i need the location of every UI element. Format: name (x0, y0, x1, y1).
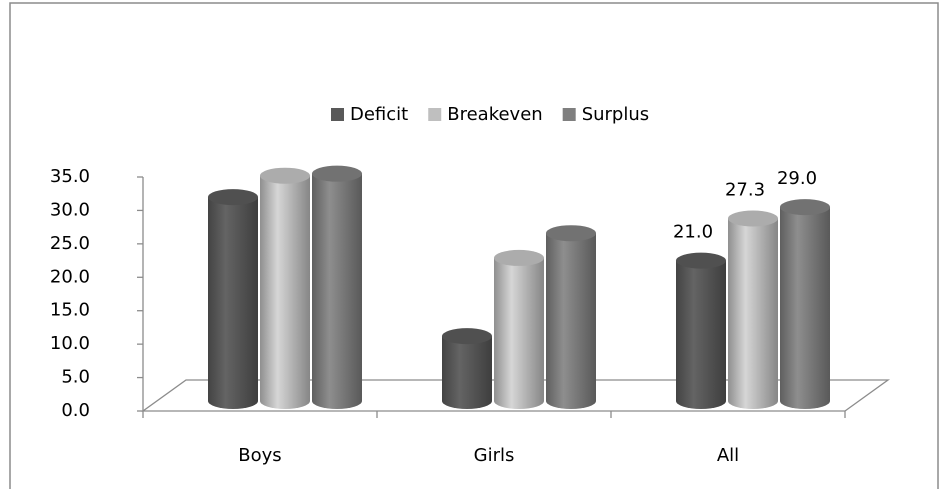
legend-swatch (331, 108, 344, 121)
legend-label: Breakeven (447, 104, 542, 125)
y-tick-label: 0.0 (61, 400, 90, 421)
legend-swatch (428, 108, 442, 121)
cylinder-top (260, 167, 310, 184)
legend-swatch (562, 108, 576, 121)
cylinder (780, 207, 830, 409)
cylinder-top (312, 165, 362, 182)
cylinder (442, 336, 492, 409)
cylinder-top (208, 189, 258, 206)
legend-label: Deficit (350, 104, 408, 125)
cylinder (260, 175, 310, 409)
y-tick-label: 20.0 (50, 266, 90, 287)
x-tick-label: Girls (474, 445, 515, 466)
y-tick-label: 10.0 (50, 333, 90, 354)
y-tick-label: 5.0 (61, 367, 90, 388)
cylinder (312, 173, 362, 409)
cylinder (728, 218, 778, 409)
data-label: 29.0 (777, 168, 817, 189)
y-tick-label: 25.0 (50, 233, 90, 254)
y-tick-label: 30.0 (50, 199, 90, 220)
cylinder-top (676, 252, 726, 269)
x-tick-label: All (717, 445, 739, 466)
data-label: 27.3 (725, 179, 765, 200)
cylinder-top (546, 225, 596, 242)
y-tick-label: 35.0 (50, 166, 90, 187)
cylinder (208, 197, 258, 409)
x-tick-label: Boys (238, 445, 281, 466)
cylinder (494, 257, 544, 409)
y-tick-label: 15.0 (50, 300, 90, 321)
cylinder-top (442, 328, 492, 345)
cylinder (546, 233, 596, 409)
cylinder-top (728, 210, 778, 227)
data-label: 21.0 (673, 222, 713, 243)
cylinder-top (780, 199, 830, 216)
legend-label: Surplus (582, 104, 649, 125)
cylinder-top (494, 249, 544, 266)
cylinder (676, 260, 726, 409)
